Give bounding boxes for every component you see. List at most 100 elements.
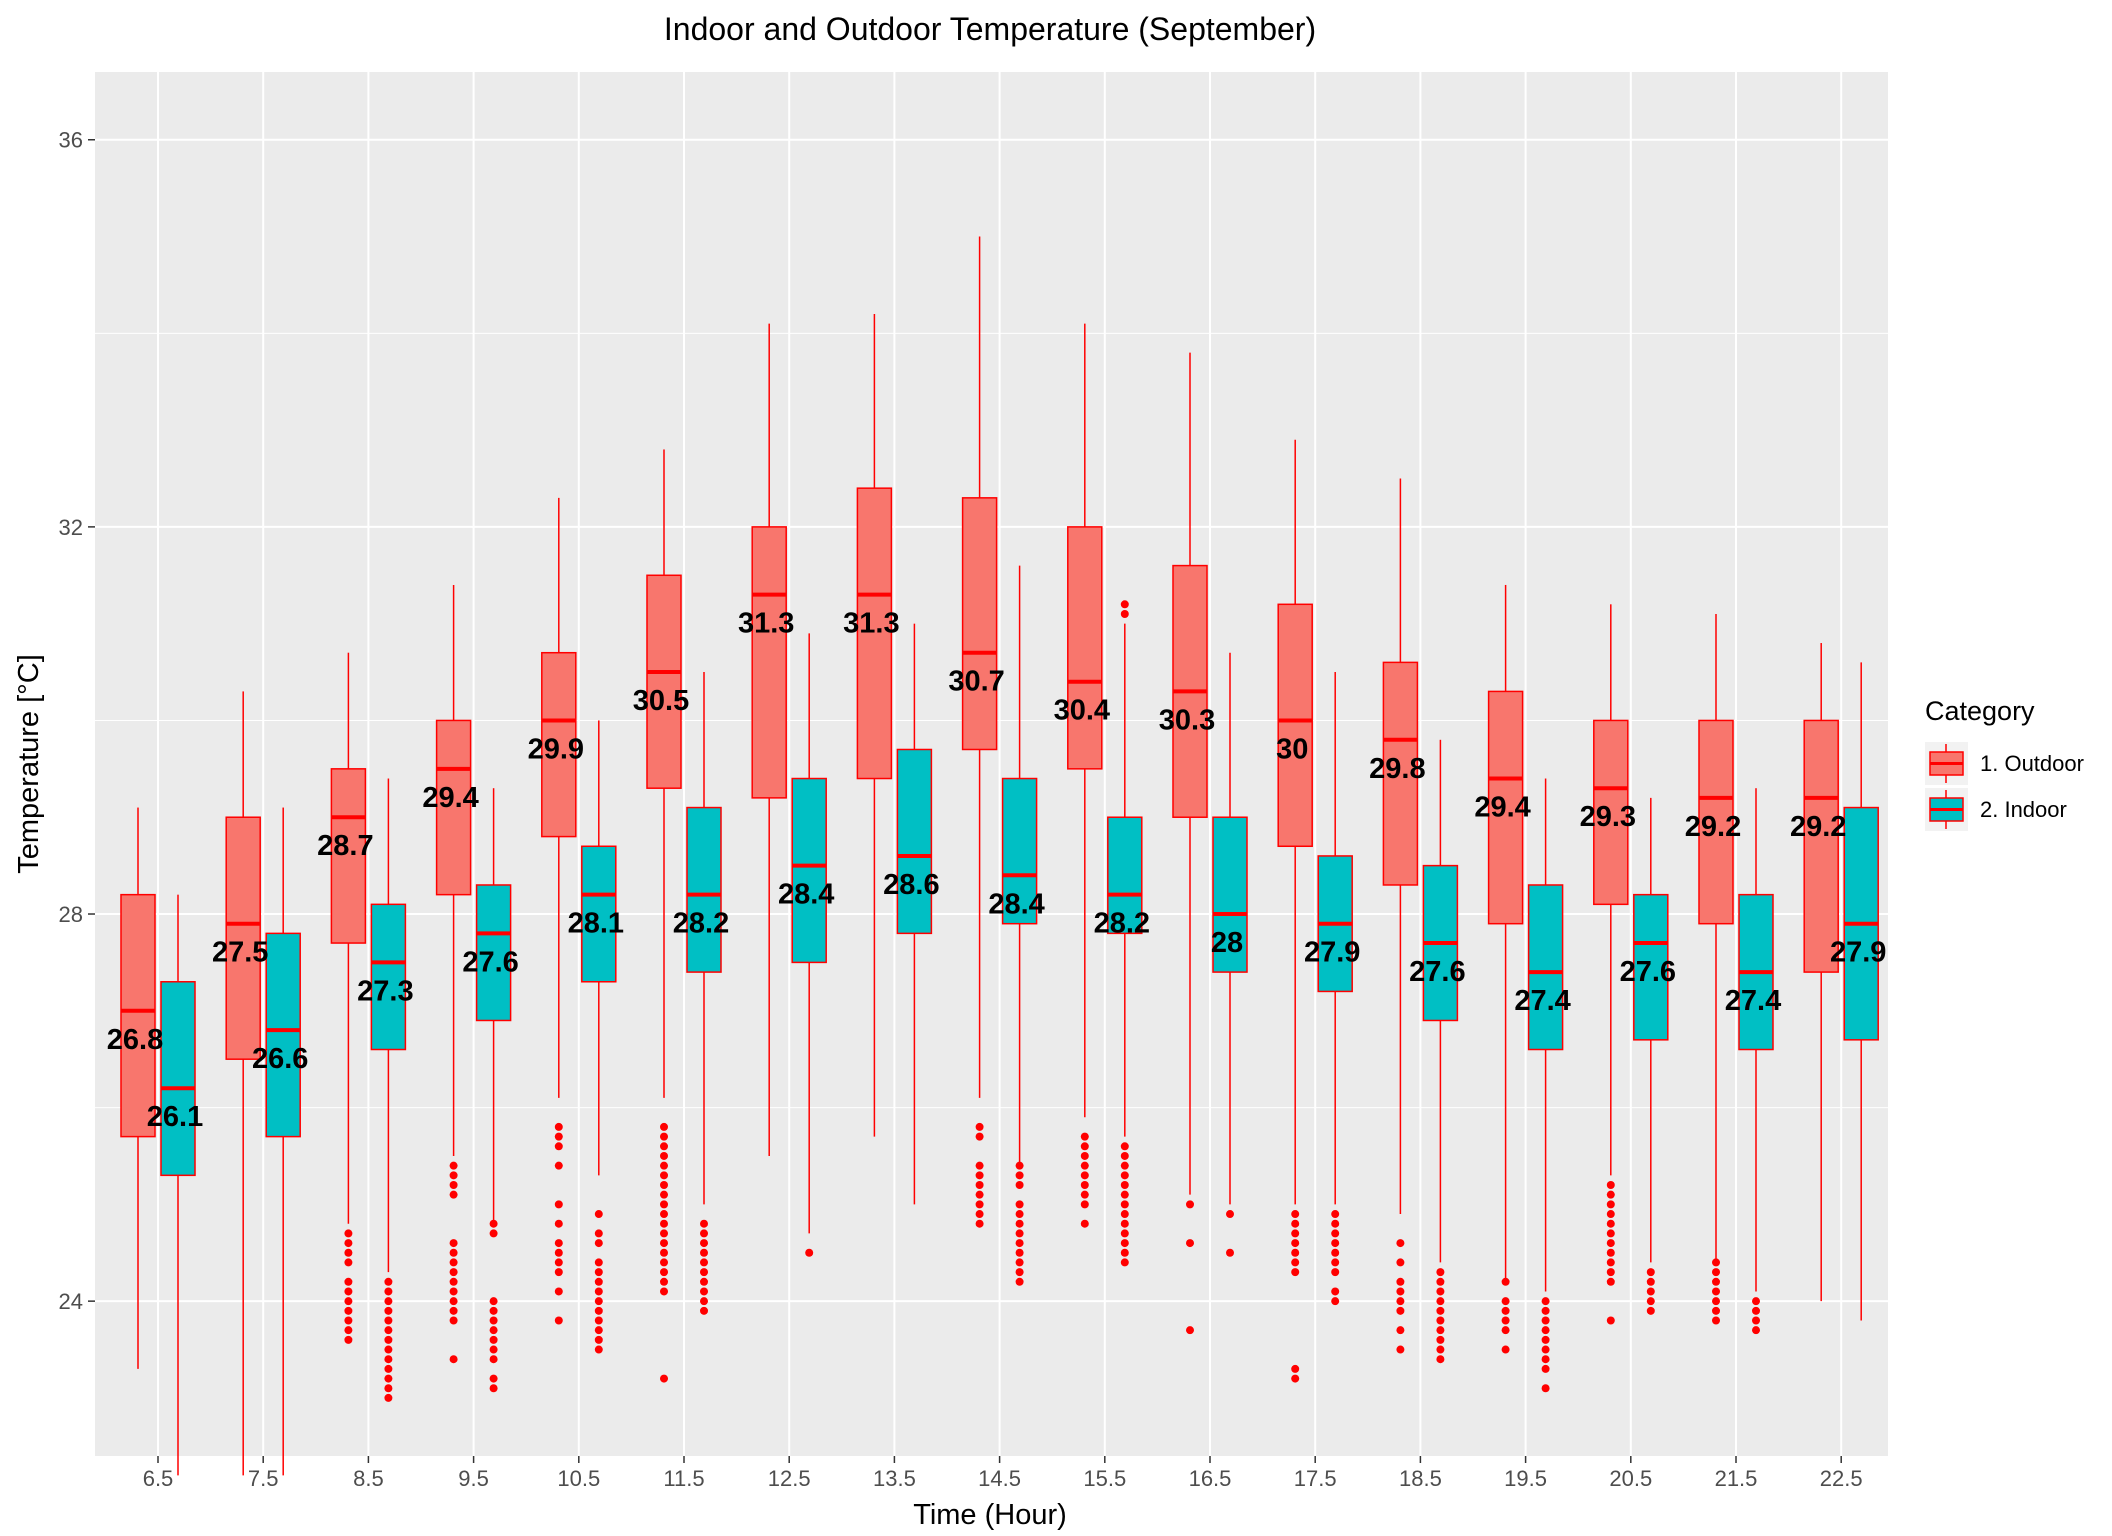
outlier-point (554, 1142, 563, 1151)
outlier-point (700, 1268, 708, 1277)
box-outdoor-21.5 (1698, 613, 1734, 1325)
outlier-point (344, 1277, 353, 1286)
outlier-point (1120, 1171, 1129, 1180)
median-label: 31.3 (843, 608, 899, 640)
median-label: 27.9 (1830, 937, 1886, 969)
x-tick-label: 10.5 (557, 1466, 600, 1491)
outlier-point (1120, 1161, 1129, 1170)
outlier-point (1752, 1306, 1760, 1315)
iqr-box (1527, 884, 1564, 1051)
iqr-box (435, 719, 472, 896)
outlier-point (1120, 1239, 1129, 1248)
outlier-point (1501, 1326, 1510, 1335)
outlier-point (1436, 1326, 1445, 1335)
outlier-point (449, 1287, 458, 1296)
outlier-point (1436, 1268, 1445, 1277)
outlier-point (1331, 1229, 1340, 1238)
x-tick-label: 18.5 (1399, 1466, 1442, 1491)
box-outdoor-11.5 (646, 449, 682, 1383)
outlier-point (1186, 1200, 1194, 1209)
outlier-point (1015, 1239, 1024, 1248)
median-label: 26.6 (252, 1043, 308, 1075)
y-tick-label: 24 (59, 1289, 83, 1314)
outlier-point (554, 1132, 563, 1141)
median-label: 27.5 (212, 937, 268, 969)
legend-title: Category (1925, 696, 2035, 726)
median-label: 28.4 (778, 879, 834, 911)
outlier-point (700, 1258, 708, 1267)
outlier-point (594, 1268, 603, 1277)
median-label: 26.1 (147, 1101, 203, 1133)
outlier-point (344, 1229, 353, 1238)
outlier-point (489, 1229, 498, 1238)
box-outdoor-19.5 (1487, 584, 1524, 1354)
iqr-box (896, 748, 933, 935)
box-indoor-10.5 (581, 720, 617, 1354)
outlier-point (975, 1190, 984, 1199)
outlier-point (660, 1161, 668, 1170)
outlier-point (1015, 1171, 1024, 1180)
outlier-point (449, 1268, 458, 1277)
outlier-point (1606, 1258, 1615, 1267)
iqr-box (581, 845, 617, 983)
axes: 24 28 32 36 6.5 7.5 8.5 9.5 10.5 11.5 12.5 13.5 14.5… (59, 128, 1863, 1491)
outlier-point (1541, 1345, 1550, 1354)
outlier-point (1291, 1268, 1300, 1277)
outlier-point (449, 1181, 458, 1190)
x-tick-label: 14.5 (978, 1466, 1021, 1491)
x-tick-label: 12.5 (768, 1466, 811, 1491)
outlier-point (554, 1248, 563, 1257)
outlier-point (489, 1345, 498, 1354)
median-label: 30.7 (948, 666, 1004, 698)
box-indoor-7.5 (265, 807, 301, 1476)
outlier-point (1436, 1277, 1445, 1286)
median-label: 27.6 (1409, 956, 1465, 988)
outlier-point (1712, 1316, 1720, 1325)
outlier-point (1396, 1326, 1405, 1335)
y-tick-label: 36 (59, 128, 83, 153)
outlier-point (1080, 1132, 1089, 1141)
outlier-point (700, 1219, 708, 1228)
outlier-point (449, 1277, 458, 1286)
outlier-point (594, 1210, 603, 1219)
outlier-point (1015, 1229, 1024, 1238)
median-label: 27.4 (1514, 985, 1570, 1017)
outlier-point (660, 1374, 668, 1383)
outlier-point (1120, 1258, 1129, 1267)
box-outdoor-8.5 (330, 652, 367, 1344)
outlier-point (594, 1335, 603, 1344)
outlier-point (1291, 1364, 1300, 1373)
outlier-point (1120, 1248, 1129, 1257)
x-tick-label: 13.5 (873, 1466, 916, 1491)
outlier-point (975, 1210, 984, 1219)
y-axis-title: Temperature [°C] (13, 654, 45, 874)
outlier-point (489, 1306, 498, 1315)
outlier-point (554, 1200, 563, 1209)
outlier-point (1541, 1335, 1550, 1344)
median-label: 29.2 (1790, 811, 1846, 843)
outlier-point (1396, 1258, 1405, 1267)
outlier-point (1396, 1277, 1405, 1286)
outlier-point (1120, 1181, 1129, 1190)
plot-panel (95, 72, 1888, 1456)
outlier-point (700, 1297, 708, 1306)
box-indoor-12.5 (791, 633, 827, 1257)
median-label: 27.6 (1620, 956, 1676, 988)
outlier-point (700, 1287, 708, 1296)
outlier-point (1541, 1326, 1550, 1335)
outlier-point (594, 1316, 603, 1325)
outlier-point (344, 1239, 353, 1248)
outlier-point (1606, 1181, 1615, 1190)
outlier-point (344, 1248, 353, 1257)
median-label: 28.2 (673, 908, 729, 940)
outlier-point (1501, 1345, 1510, 1354)
box-indoor-17.5 (1317, 672, 1353, 1306)
outlier-point (384, 1326, 393, 1335)
outlier-point (1752, 1316, 1760, 1325)
x-tick-label: 20.5 (1609, 1466, 1652, 1491)
outlier-point (1291, 1210, 1300, 1219)
legend-label: 1. Outdoor (1980, 751, 2084, 776)
outlier-point (449, 1258, 458, 1267)
outlier-point (554, 1161, 563, 1170)
median-label: 28 (1211, 927, 1243, 959)
